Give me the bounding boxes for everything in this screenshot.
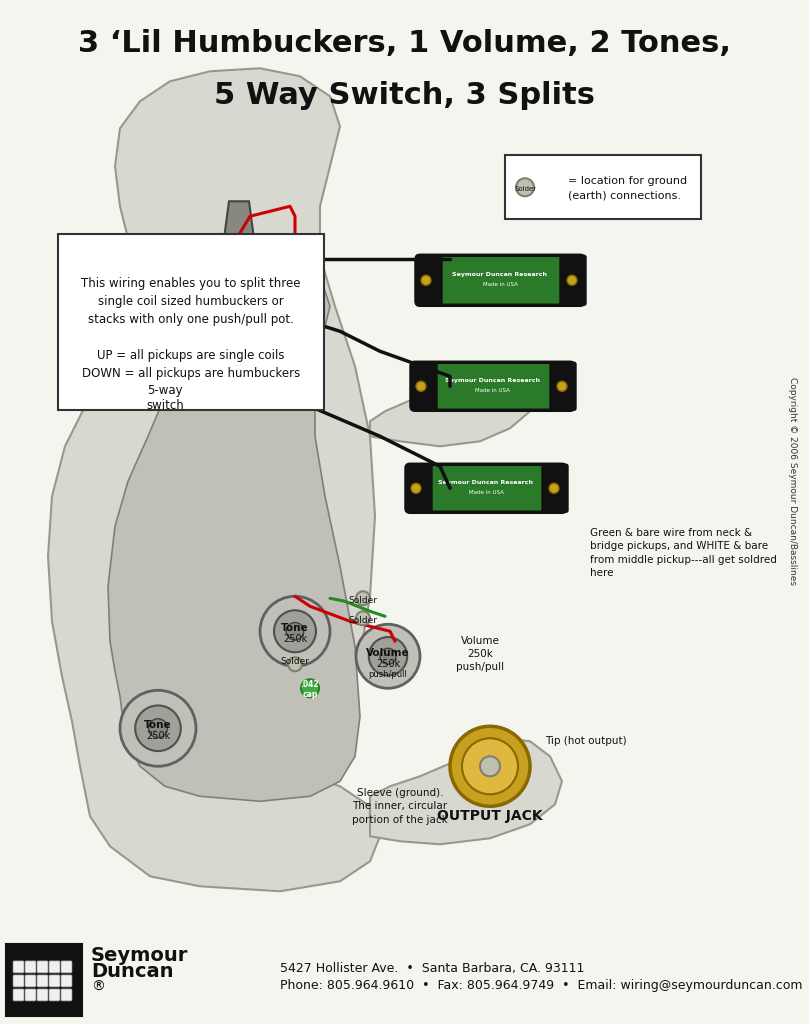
Text: Phone: 805.964.9610  •  Fax: 805.964.9749  •  Email: wiring@seymourduncan.com: Phone: 805.964.9610 • Fax: 805.964.9749 … — [280, 979, 803, 992]
Text: Duncan: Duncan — [91, 963, 173, 981]
Circle shape — [234, 279, 244, 289]
FancyBboxPatch shape — [13, 989, 24, 1001]
Text: Solder: Solder — [515, 186, 537, 193]
Circle shape — [234, 318, 244, 329]
Circle shape — [149, 719, 167, 737]
Text: 250k: 250k — [376, 659, 400, 670]
Text: Seymour: Seymour — [91, 946, 188, 966]
Polygon shape — [223, 202, 255, 247]
Text: Seymour Duncan Research: Seymour Duncan Research — [452, 271, 548, 276]
Polygon shape — [370, 367, 535, 446]
Text: Made in USA: Made in USA — [475, 388, 510, 393]
FancyBboxPatch shape — [411, 362, 574, 411]
Text: OUTPUT JACK: OUTPUT JACK — [437, 809, 543, 823]
FancyBboxPatch shape — [61, 989, 72, 1001]
FancyBboxPatch shape — [560, 255, 586, 305]
Circle shape — [356, 611, 370, 626]
Circle shape — [480, 757, 500, 776]
Circle shape — [288, 657, 302, 672]
Text: 5-way
switch: 5-way switch — [146, 384, 184, 413]
Circle shape — [234, 378, 244, 388]
FancyBboxPatch shape — [25, 975, 36, 987]
Text: Volume: Volume — [366, 648, 410, 658]
Circle shape — [301, 679, 319, 697]
Circle shape — [516, 178, 534, 197]
Text: Sleeve (ground).
The inner, circular
portion of the jack: Sleeve (ground). The inner, circular por… — [352, 788, 448, 824]
Text: Tip (hot output): Tip (hot output) — [545, 736, 627, 746]
FancyBboxPatch shape — [13, 975, 24, 987]
FancyBboxPatch shape — [37, 989, 48, 1001]
Text: Copyright © 2006 Seymour Duncan/Basslines: Copyright © 2006 Seymour Duncan/Bassline… — [788, 377, 798, 586]
Text: Solder: Solder — [281, 656, 310, 666]
Circle shape — [286, 623, 303, 640]
Circle shape — [369, 637, 407, 676]
Circle shape — [416, 381, 426, 391]
Text: 250k: 250k — [283, 634, 307, 644]
Circle shape — [450, 726, 530, 806]
Circle shape — [411, 483, 421, 494]
Circle shape — [557, 381, 567, 391]
FancyBboxPatch shape — [25, 989, 36, 1001]
Text: Seymour Duncan Research: Seymour Duncan Research — [445, 378, 540, 383]
Text: Green & bare wire from neck &
bridge pickups, and WHITE & bare
from middle picku: Green & bare wire from neck & bridge pic… — [590, 528, 777, 578]
Circle shape — [234, 338, 244, 348]
Circle shape — [380, 648, 396, 665]
FancyBboxPatch shape — [202, 258, 276, 404]
FancyBboxPatch shape — [58, 234, 324, 411]
Text: .042
cap: .042 cap — [301, 680, 320, 699]
Circle shape — [356, 591, 370, 605]
FancyBboxPatch shape — [49, 975, 60, 987]
FancyBboxPatch shape — [61, 975, 72, 987]
FancyBboxPatch shape — [505, 156, 701, 219]
FancyBboxPatch shape — [550, 362, 576, 411]
Circle shape — [274, 610, 316, 652]
Polygon shape — [108, 248, 360, 801]
Text: Seymour Duncan Research: Seymour Duncan Research — [438, 480, 533, 484]
FancyBboxPatch shape — [411, 362, 437, 411]
Text: 250k: 250k — [146, 731, 170, 741]
FancyBboxPatch shape — [13, 961, 24, 973]
Text: = location for ground: = location for ground — [568, 176, 687, 186]
Circle shape — [356, 625, 420, 688]
FancyBboxPatch shape — [406, 464, 432, 512]
Text: push/pull: push/pull — [369, 670, 408, 679]
Circle shape — [462, 738, 518, 795]
FancyBboxPatch shape — [406, 464, 566, 512]
FancyBboxPatch shape — [25, 961, 36, 973]
FancyBboxPatch shape — [416, 255, 442, 305]
FancyBboxPatch shape — [61, 961, 72, 973]
Text: 5 Way Switch, 3 Splits: 5 Way Switch, 3 Splits — [214, 81, 595, 111]
FancyBboxPatch shape — [6, 944, 82, 1016]
FancyBboxPatch shape — [416, 255, 584, 305]
FancyBboxPatch shape — [542, 464, 568, 512]
Text: Made in USA: Made in USA — [482, 282, 518, 287]
FancyBboxPatch shape — [49, 989, 60, 1001]
Text: Solder: Solder — [349, 596, 378, 605]
FancyBboxPatch shape — [37, 975, 48, 987]
Circle shape — [234, 298, 244, 308]
Text: 5427 Hollister Ave.  •  Santa Barbara, CA. 93111: 5427 Hollister Ave. • Santa Barbara, CA.… — [280, 963, 584, 976]
Text: Tone: Tone — [282, 624, 309, 633]
Text: Made in USA: Made in USA — [468, 489, 503, 495]
Circle shape — [421, 275, 431, 286]
Text: This wiring enables you to split three
single coil sized humbuckers or
stacks wi: This wiring enables you to split three s… — [81, 276, 301, 380]
Circle shape — [567, 275, 577, 286]
Circle shape — [120, 690, 196, 766]
Text: Tone: Tone — [144, 720, 172, 730]
FancyBboxPatch shape — [49, 961, 60, 973]
Circle shape — [135, 706, 180, 751]
Circle shape — [234, 358, 244, 369]
Text: (earth) connections.: (earth) connections. — [568, 190, 681, 201]
Text: ®: ® — [91, 980, 105, 994]
Circle shape — [260, 596, 330, 667]
FancyBboxPatch shape — [37, 961, 48, 973]
Text: Solder: Solder — [349, 615, 378, 625]
Circle shape — [549, 483, 559, 494]
Text: Volume
250k
push/pull: Volume 250k push/pull — [456, 636, 504, 673]
Text: 3 ‘Lil Humbuckers, 1 Volume, 2 Tones,: 3 ‘Lil Humbuckers, 1 Volume, 2 Tones, — [78, 29, 731, 57]
Polygon shape — [370, 738, 562, 844]
Polygon shape — [48, 69, 380, 891]
